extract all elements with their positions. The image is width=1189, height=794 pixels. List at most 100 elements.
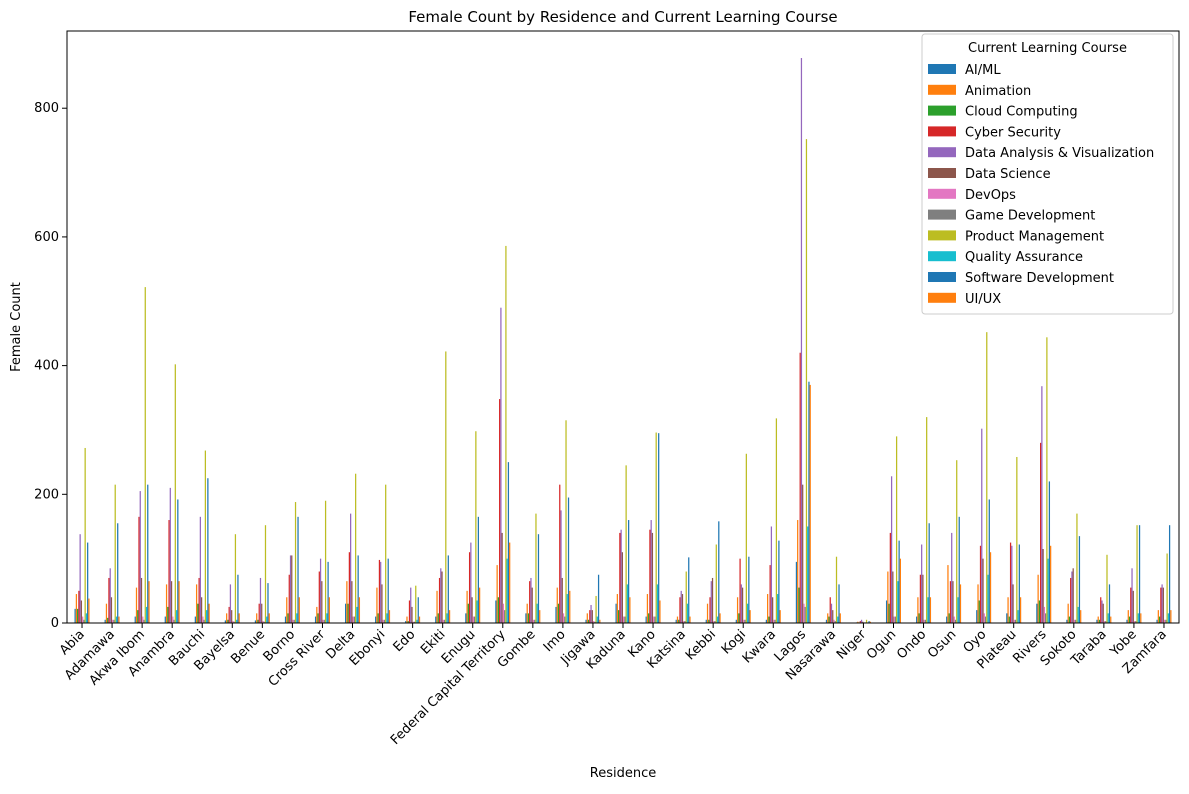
bar-data-science-plateau — [1012, 584, 1014, 623]
bar-game-development-oyo — [984, 616, 987, 623]
bar-ui-ux-gombe — [539, 610, 541, 623]
bar-software-development-plateau — [1018, 544, 1020, 623]
bar-data-analysis-visualization-niger — [860, 619, 863, 623]
bar-product-management-kogi — [745, 453, 747, 623]
bar-devops-kaduna — [623, 616, 625, 623]
bar-data-analysis-visualization-enugu — [470, 542, 472, 623]
bar-product-management-nasarawa — [835, 556, 838, 623]
bar-ai-ml-benue — [254, 620, 257, 623]
bar-animation-abia — [75, 594, 78, 623]
bar-cyber-security-gombe — [529, 581, 531, 623]
plot-frame — [66, 30, 1180, 624]
bar-cyber-security-abia — [78, 590, 80, 623]
bar-ui-ux-jigawa — [599, 619, 601, 623]
bar-software-development-yobe — [1138, 525, 1141, 623]
bar-animation-delta — [346, 581, 348, 623]
bar-product-management-jigawa — [595, 595, 597, 623]
bar-data-analysis-visualization-kaduna — [620, 529, 622, 623]
bar-ai-ml-plateau — [1006, 613, 1008, 623]
legend-item-label: Data Analysis & Visualization — [965, 146, 1154, 161]
bar-devops-nasarawa — [833, 619, 835, 623]
bar-cloud-computing-bayelsa — [227, 619, 229, 623]
bar-software-development-akwa-ibom — [147, 484, 149, 623]
bar-animation-enugu — [466, 590, 468, 623]
bar-data-science-ebonyi — [381, 584, 383, 623]
bar-cloud-computing-zamfara — [1158, 616, 1161, 623]
bar-cyber-security-ogun — [889, 532, 891, 623]
bar-animation-kaduna — [616, 594, 618, 623]
bar-animation-kebbi — [706, 603, 709, 623]
bar-cyber-security-federal-capital-territory — [499, 399, 501, 623]
bar-ui-ux-bauchi — [208, 603, 210, 623]
bar-data-science-rivers — [1042, 549, 1044, 623]
bar-animation-federal-capital-territory — [496, 565, 498, 623]
bar-data-analysis-visualization-kwara — [770, 526, 773, 623]
bar-data-analysis-visualization-anambra — [169, 487, 171, 623]
bar-quality-assurance-gombe — [536, 603, 538, 623]
bar-cyber-security-delta — [348, 552, 351, 623]
bar-data-analysis-visualization-ekiti — [440, 568, 442, 623]
bar-data-science-oyo — [982, 558, 984, 623]
bar-cloud-computing-rivers — [1038, 600, 1040, 623]
bar-ui-ux-rivers — [1050, 545, 1052, 623]
bar-cyber-security-oyo — [979, 545, 982, 623]
bar-ai-ml-osun — [946, 616, 948, 623]
bar-animation-nasarawa — [827, 613, 829, 623]
bar-cloud-computing-katsina — [678, 619, 680, 623]
bar-cloud-computing-sokoto — [1068, 616, 1071, 623]
bar-ai-ml-delta — [345, 603, 347, 623]
bar-devops-ogun — [893, 616, 895, 623]
bar-quality-assurance-edo — [416, 619, 418, 623]
bar-ui-ux-osun — [959, 584, 962, 623]
bar-data-science-bauchi — [200, 597, 203, 623]
bar-product-management-taraba — [1106, 554, 1108, 623]
bar-cloud-computing-jigawa — [587, 619, 590, 623]
bar-data-science-edo — [411, 606, 413, 623]
y-axis-label: Female Count — [9, 282, 24, 372]
bar-ui-ux-imo — [569, 590, 571, 623]
bar-cloud-computing-kaduna — [617, 610, 620, 623]
bar-product-management-bauchi — [204, 450, 206, 623]
bar-cloud-computing-oyo — [978, 600, 980, 623]
bar-animation-rivers — [1037, 574, 1039, 623]
bar-ai-ml-ekiti — [435, 616, 437, 623]
bar-quality-assurance-abia — [85, 613, 88, 623]
bar-cloud-computing-bauchi — [197, 603, 199, 623]
bar-product-management-yobe — [1136, 525, 1138, 623]
bar-cyber-security-kebbi — [709, 597, 711, 623]
bar-ui-ux-enugu — [478, 587, 481, 623]
bar-product-management-bayelsa — [234, 534, 237, 623]
bar-cloud-computing-adamawa — [107, 617, 109, 623]
y-tick-label: 400 — [34, 359, 59, 374]
bar-cyber-security-benue — [258, 603, 260, 623]
bar-devops-gombe — [532, 619, 535, 623]
bar-ai-ml-kogi — [735, 619, 737, 623]
bar-software-development-katsina — [688, 557, 690, 623]
bar-software-development-kogi — [748, 556, 750, 623]
bar-devops-abia — [82, 616, 84, 623]
bar-cyber-security-nasarawa — [829, 597, 831, 623]
bar-data-analysis-visualization-taraba — [1101, 600, 1103, 623]
bar-product-management-plateau — [1016, 456, 1018, 623]
bar-data-science-kwara — [772, 597, 774, 623]
bar-software-development-ebonyi — [387, 558, 389, 623]
bar-cyber-security-imo — [559, 484, 561, 623]
bar-devops-delta — [352, 616, 354, 623]
bar-cyber-security-zamfara — [1160, 587, 1162, 623]
bar-ui-ux-adamawa — [118, 616, 120, 623]
bar-ai-ml-federal-capital-territory — [495, 600, 497, 623]
bar-software-development-oyo — [988, 499, 990, 623]
legend-item-label: Animation — [965, 84, 1031, 99]
bar-ui-ux-taraba — [1110, 616, 1112, 623]
bar-data-analysis-visualization-bayelsa — [229, 584, 232, 623]
bar-product-management-enugu — [475, 431, 477, 623]
bar-data-analysis-visualization-edo — [410, 587, 412, 623]
bar-data-science-niger — [862, 621, 864, 623]
bar-data-analysis-visualization-kebbi — [710, 581, 712, 623]
bar-product-management-kwara — [775, 418, 778, 623]
bar-data-analysis-visualization-yobe — [1131, 568, 1133, 623]
bar-animation-imo — [556, 587, 558, 623]
bar-quality-assurance-kebbi — [716, 616, 719, 623]
bar-software-development-niger — [868, 621, 870, 623]
legend-swatch — [928, 188, 956, 199]
